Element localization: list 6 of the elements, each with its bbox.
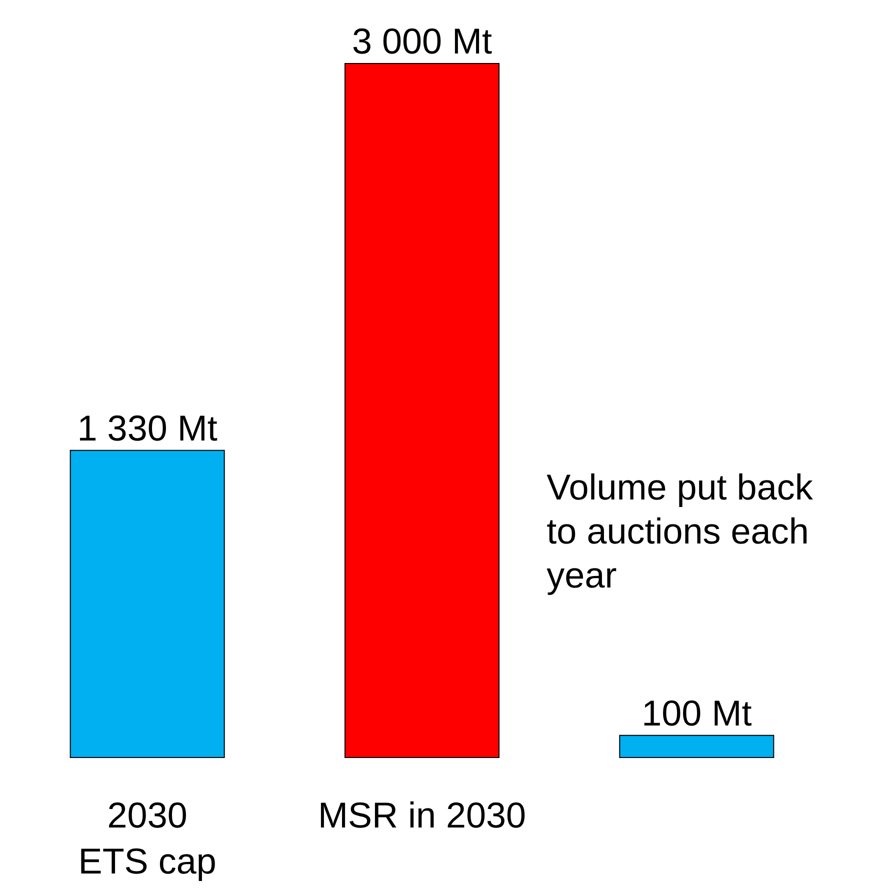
x-tick-label: 2030 ETS cap (78, 794, 216, 882)
data-label: 100 Mt (642, 692, 752, 734)
data-label: 3 000 Mt (352, 20, 492, 62)
x-tick-label: MSR in 2030 (318, 794, 526, 836)
annotation: Volume put back to auctions each year (546, 466, 823, 596)
data-label: 1 330 Mt (77, 407, 218, 448)
